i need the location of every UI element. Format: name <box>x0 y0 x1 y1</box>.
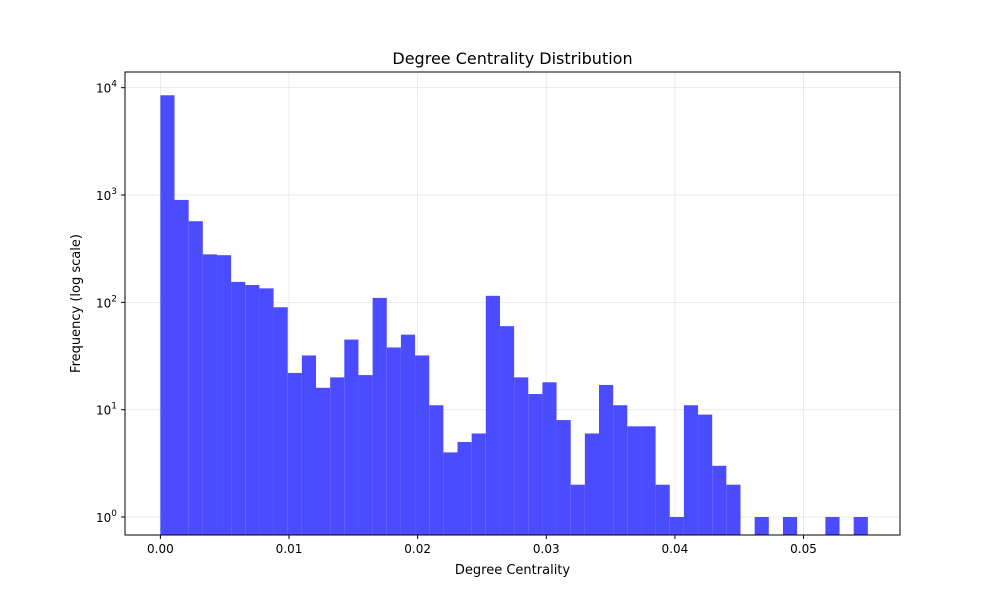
y-tick-exponent: 1 <box>111 402 117 412</box>
chart-title: Degree Centrality Distribution <box>392 49 632 68</box>
histogram-bar <box>174 199 189 535</box>
x-tick-label: 0.03 <box>533 542 560 556</box>
histogram-bar <box>471 433 486 535</box>
histogram-bar <box>372 297 387 535</box>
x-tick-label: 0.05 <box>790 542 817 556</box>
histogram-bar <box>514 377 529 535</box>
y-tick-base: 10 <box>96 82 111 96</box>
histogram-bar <box>726 484 741 535</box>
histogram-bar <box>655 484 670 535</box>
histogram-bar <box>570 484 585 535</box>
histogram-bar <box>641 426 656 535</box>
histogram-bar <box>386 347 401 535</box>
y-axis-label: Frequency (log scale) <box>69 234 84 373</box>
histogram-bar <box>528 394 543 535</box>
histogram-bar <box>231 281 246 535</box>
y-tick-exponent: 0 <box>111 509 117 519</box>
y-tick-base: 10 <box>96 511 111 525</box>
histogram-bar <box>330 377 345 535</box>
y-tick-label: 102 <box>96 294 117 310</box>
histogram-bar <box>542 382 557 535</box>
histogram-bar <box>825 517 840 535</box>
y-tick-base: 10 <box>96 296 111 310</box>
histogram-bar <box>485 295 500 535</box>
histogram-bar <box>245 285 260 535</box>
x-tick-label: 0.02 <box>404 542 431 556</box>
y-tick-exponent: 3 <box>111 187 117 197</box>
histogram-bar <box>627 426 642 535</box>
histogram-bar <box>683 405 699 535</box>
histogram-bar <box>287 372 302 535</box>
x-axis-ticks: 0.00 0.01 0.02 0.03 0.04 0.05 <box>147 535 817 556</box>
histogram-bar <box>202 254 217 535</box>
y-tick-exponent: 4 <box>111 80 117 90</box>
bars <box>160 95 868 536</box>
histogram-bar <box>188 221 203 535</box>
histogram-bar <box>316 387 331 535</box>
x-axis-label: Degree Centrality <box>455 563 570 578</box>
y-tick-label: 103 <box>96 187 117 203</box>
histogram-bar <box>782 517 798 535</box>
histogram-bar <box>273 307 288 535</box>
histogram-bar <box>853 517 868 535</box>
histogram-bar <box>457 441 472 535</box>
histogram-bar <box>160 95 175 536</box>
y-tick-exponent: 2 <box>111 294 117 304</box>
histogram-bar <box>216 255 232 535</box>
y-tick-label: 101 <box>96 402 117 418</box>
histogram-bar <box>429 405 444 535</box>
y-tick-base: 10 <box>96 404 111 418</box>
histogram-bar <box>599 384 614 535</box>
y-tick-base: 10 <box>96 189 111 203</box>
histogram-bar <box>613 405 628 535</box>
histogram-bar <box>259 288 274 535</box>
y-tick-label: 104 <box>96 80 117 96</box>
histogram-bar <box>358 375 373 535</box>
histogram-bar <box>754 517 769 535</box>
histogram-bar <box>415 355 430 535</box>
histogram-bar <box>584 433 600 535</box>
histogram-bar <box>669 517 684 535</box>
y-tick-label: 100 <box>96 509 117 525</box>
histogram-bar <box>556 420 571 535</box>
x-tick-label: 0.01 <box>276 542 303 556</box>
histogram-bar <box>344 339 359 535</box>
histogram-bar <box>443 452 458 535</box>
histogram-bar <box>499 326 515 535</box>
plot-frame <box>124 71 901 536</box>
histogram-bar <box>301 355 317 535</box>
histogram-bar <box>712 465 727 535</box>
histogram-bar <box>400 334 416 535</box>
histogram-bar <box>698 414 713 535</box>
x-tick-label: 0.04 <box>662 542 689 556</box>
x-tick-label: 0.00 <box>147 542 174 556</box>
